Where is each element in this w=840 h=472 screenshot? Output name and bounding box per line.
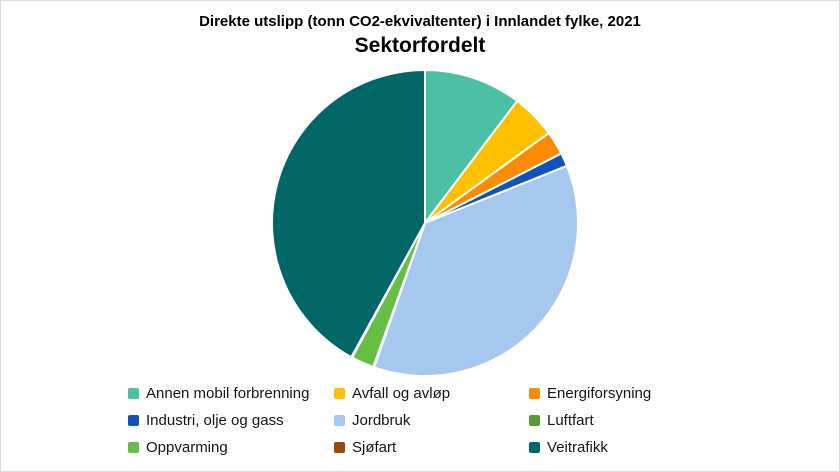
legend-item: Luftfart: [529, 409, 651, 431]
legend-swatch-icon: [529, 441, 540, 453]
pie-slice-jordbruk: [373, 164, 579, 377]
chart-legend: Annen mobil forbrenning Avfall og avløp En…: [128, 382, 651, 458]
legend-swatch-icon: [334, 441, 345, 453]
legend-item: Energiforsyning: [529, 382, 651, 404]
chart-subtitle: Sektorfordelt: [354, 34, 486, 57]
legend-label: Jordbruk: [352, 411, 411, 429]
legend-item: Industri, olje og gass: [128, 409, 334, 431]
legend-label: Annen mobil forbrenning: [146, 384, 310, 402]
pie-slice-veitrafikk: [271, 69, 426, 359]
legend-swatch-icon: [529, 414, 540, 426]
pie-slice-annen-mobil-forbrenning: [424, 69, 519, 224]
legend-item: Annen mobil forbrenning: [128, 382, 334, 404]
pie-chart: [271, 69, 579, 377]
legend-swatch-icon: [128, 387, 139, 399]
legend-label: Luftfart: [547, 411, 594, 429]
legend-swatch-icon: [128, 414, 139, 426]
legend-item: Sjøfart: [334, 436, 529, 458]
legend-swatch-icon: [128, 441, 139, 453]
legend-label: Veitrafikk: [547, 438, 608, 456]
legend-label: Sjøfart: [352, 438, 397, 456]
legend-item: Jordbruk: [334, 409, 529, 431]
legend-swatch-icon: [334, 414, 345, 426]
legend-swatch-icon: [529, 387, 540, 399]
legend-swatch-icon: [334, 387, 345, 399]
legend-label: Oppvarming: [146, 438, 228, 456]
legend-label: Industri, olje og gass: [146, 411, 284, 429]
legend-label: Energiforsyning: [547, 384, 652, 402]
legend-item: Oppvarming: [128, 436, 334, 458]
legend-item: Veitrafikk: [529, 436, 651, 458]
chart-title: Direkte utslipp (tonn CO2-ekvivaltenter)…: [199, 13, 641, 30]
legend-label: Avfall og avløp: [352, 384, 451, 402]
legend-item: Avfall og avløp: [334, 382, 529, 404]
